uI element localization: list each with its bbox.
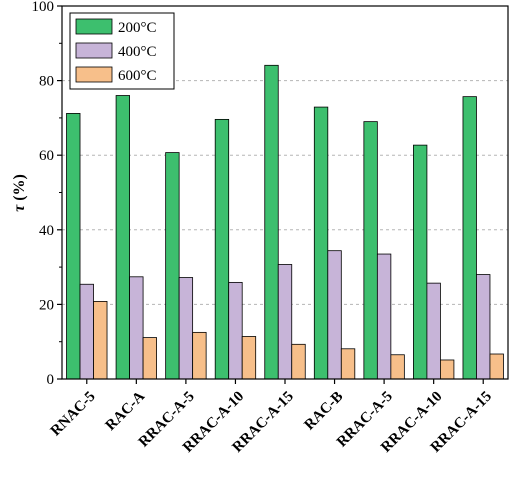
bar (390, 354, 405, 380)
bar (476, 274, 491, 380)
bar (277, 264, 293, 380)
bar (413, 144, 428, 380)
bar (79, 283, 94, 380)
bar (241, 336, 257, 380)
bar (426, 282, 441, 380)
legend-swatch (75, 42, 113, 59)
bar (93, 301, 108, 380)
legend-label: 400°C (118, 44, 157, 60)
legend-label: 200°C (118, 20, 157, 36)
bar (178, 277, 194, 380)
bar (228, 281, 243, 380)
y-tick-label: 40 (39, 223, 54, 239)
legend-swatch (75, 66, 113, 83)
bars (66, 64, 504, 380)
bar (291, 343, 306, 380)
bar (340, 348, 356, 380)
bar (115, 95, 130, 380)
bar (142, 337, 157, 380)
bar (313, 106, 329, 380)
bar (327, 250, 342, 380)
bar (440, 359, 455, 380)
legend: 200°C 400°C 600°C (69, 12, 175, 90)
y-tick-label: 60 (39, 148, 54, 164)
y-tick-label: 20 (39, 297, 54, 313)
y-tick-label: 100 (32, 0, 55, 15)
y-axis: 0 20 40 60 80 100 (32, 0, 62, 388)
y-axis-title: τ (%) (11, 174, 28, 212)
x-tick-label: RNAC-5 (48, 389, 99, 440)
y-tick-label: 80 (39, 74, 54, 90)
bar (489, 353, 504, 380)
bar (165, 152, 180, 380)
bar (264, 64, 279, 380)
x-tick-label: RAC-A (103, 388, 149, 434)
bar (129, 276, 144, 380)
bar (376, 253, 392, 380)
x-tick-label: RAC-B (301, 389, 346, 434)
legend-swatch (75, 18, 113, 35)
legend-label: 600°C (118, 68, 157, 84)
bar (214, 118, 230, 380)
y-tick-label: 0 (47, 372, 55, 388)
bar (462, 96, 477, 380)
bar (66, 113, 81, 380)
bar (363, 121, 378, 380)
bar (192, 331, 207, 380)
